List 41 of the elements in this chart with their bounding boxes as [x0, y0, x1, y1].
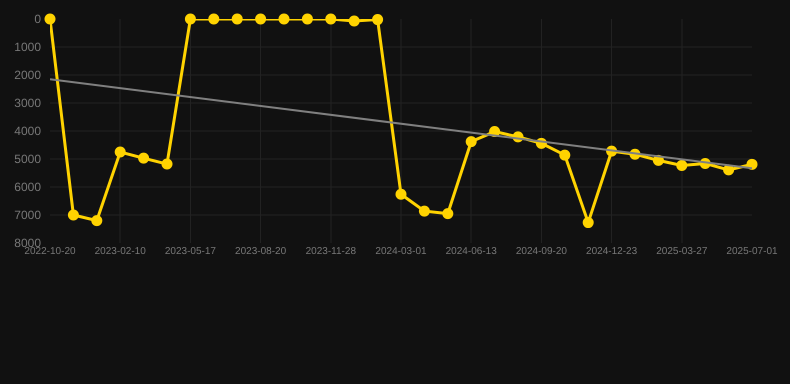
point — [91, 215, 102, 226]
point — [442, 208, 454, 220]
point — [396, 188, 406, 200]
x-tick-label: 2023-11-28 — [306, 246, 356, 257]
point — [466, 136, 477, 148]
point — [208, 14, 220, 24]
point — [278, 14, 290, 24]
x-tick-label: 2024-03-01 — [375, 246, 428, 257]
point — [184, 14, 196, 24]
y-tick-label: 5000 — [14, 152, 42, 166]
point — [162, 158, 172, 170]
point — [559, 150, 570, 161]
point — [348, 15, 360, 26]
x-tick-label: 2023-02-10 — [94, 246, 146, 257]
point — [44, 14, 56, 24]
point — [372, 14, 384, 26]
point — [746, 158, 758, 170]
x-tick-label: 2025-03-27 — [656, 246, 708, 257]
point — [325, 14, 336, 24]
point — [302, 14, 313, 24]
point — [582, 217, 594, 228]
y-tick-label: 6000 — [14, 180, 42, 194]
point — [676, 160, 688, 171]
x-tick-label: 2025-07-01 — [726, 246, 778, 257]
x-tick-label: 2023-05-17 — [164, 246, 216, 257]
x-tick-label: 2024-12-23 — [586, 246, 638, 257]
y-tick-label: 0 — [34, 12, 42, 26]
x-tick-label: 2023-08-20 — [235, 246, 287, 257]
point — [138, 152, 150, 164]
point — [418, 206, 430, 217]
x-tick-label: 2024-09-20 — [516, 246, 568, 257]
point — [114, 146, 126, 158]
y-tick-label: 7000 — [14, 208, 42, 222]
y-tick-label: 3000 — [14, 96, 42, 110]
x-tick-label: 2024-06-13 — [446, 246, 498, 257]
point — [232, 14, 243, 24]
point — [255, 14, 266, 24]
y-tick-label: 2000 — [14, 68, 42, 82]
point — [68, 210, 79, 220]
y-tick-label: 4000 — [14, 124, 42, 138]
y-tick-label: 1000 — [14, 40, 42, 54]
